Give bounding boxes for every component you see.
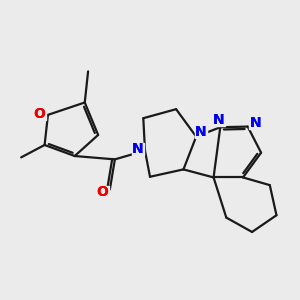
Bar xyxy=(249,116,261,129)
Bar xyxy=(34,108,46,120)
Text: O: O xyxy=(97,185,108,199)
Text: N: N xyxy=(213,113,224,127)
Text: N: N xyxy=(132,142,143,156)
Bar xyxy=(132,143,144,155)
Bar xyxy=(194,126,206,138)
Text: O: O xyxy=(34,107,46,121)
Text: N: N xyxy=(249,116,261,130)
Text: N: N xyxy=(249,116,261,130)
Text: N: N xyxy=(213,113,224,127)
Text: O: O xyxy=(34,107,46,121)
Bar xyxy=(97,186,109,198)
Text: N: N xyxy=(132,142,143,156)
Text: O: O xyxy=(97,185,108,199)
Text: N: N xyxy=(195,124,206,139)
Text: N: N xyxy=(195,124,206,139)
Bar xyxy=(213,114,225,126)
